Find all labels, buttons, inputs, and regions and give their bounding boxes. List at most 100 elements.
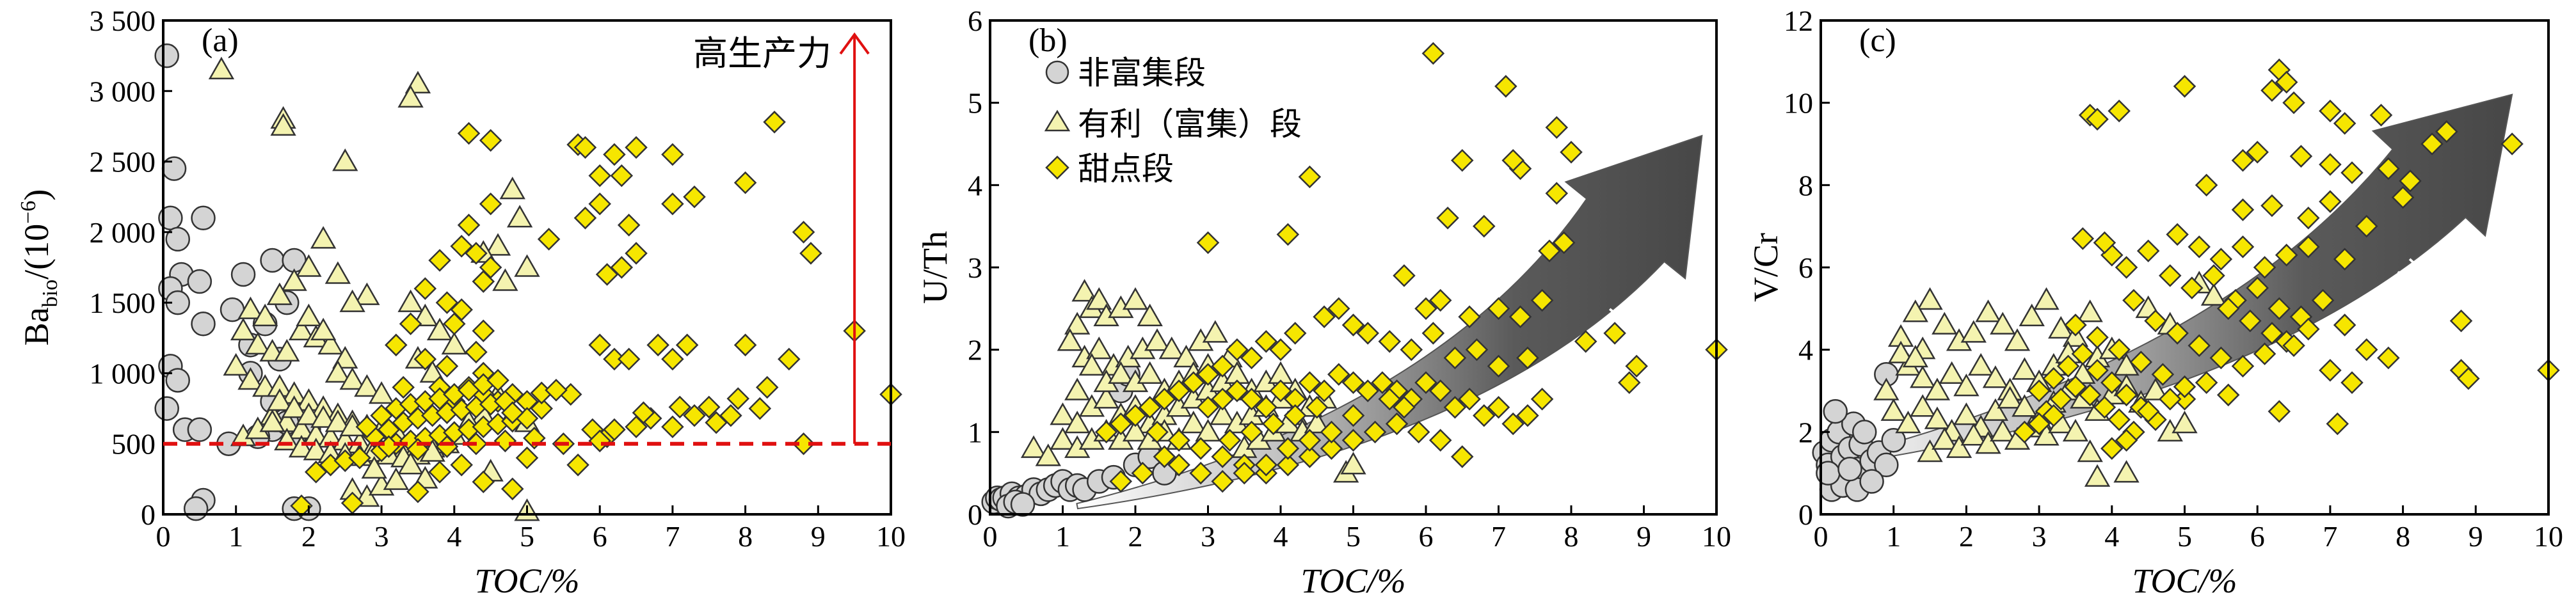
data-point-diamond [413, 347, 437, 371]
data-point-diamond [2209, 248, 2233, 271]
data-point-diamond [472, 319, 495, 343]
data-point-diamond [2260, 194, 2284, 217]
data-point-diamond [1276, 437, 1300, 460]
data-point-triangle [2012, 394, 2038, 417]
x-tick-label: 2 [301, 520, 316, 553]
data-point-diamond [1211, 445, 1234, 468]
data-point-diamond [1233, 461, 1256, 485]
data-point-triangle [2012, 357, 2038, 380]
data-point-diamond [1298, 429, 1322, 452]
data-point-triangle [1902, 345, 1928, 368]
data-point-diamond [2166, 322, 2189, 345]
data-point-triangle [324, 409, 351, 432]
data-point-triangle [230, 317, 257, 341]
x-tick-label: 2 [1959, 520, 1974, 553]
legend-label-favorable: 有利（富集）段 [1078, 106, 1302, 143]
legend-marker-triangle [1044, 109, 1071, 132]
x-tick-label: 7 [2323, 520, 2337, 553]
y-label-main: Ba [17, 307, 56, 345]
data-point-triangle [397, 452, 424, 475]
data-point-diamond [1516, 346, 1539, 370]
data-point-diamond [2399, 170, 2422, 193]
data-point-diamond [763, 111, 786, 134]
data-point-circle [260, 248, 285, 273]
data-point-diamond [2319, 153, 2342, 176]
data-point-diamond [530, 397, 554, 420]
data-point-triangle [266, 282, 293, 305]
data-point-diamond [588, 429, 611, 453]
data-point-diamond [443, 312, 466, 335]
data-point-triangle [252, 303, 278, 326]
y-axis-label: Babio/(10−6) [17, 189, 62, 346]
data-point-diamond [2086, 326, 2109, 349]
data-point-diamond [1487, 395, 1510, 419]
y-tick-label: 500 [111, 428, 156, 461]
data-point-diamond [1560, 141, 1583, 164]
data-point-diamond [2253, 342, 2276, 365]
data-point-diamond [792, 432, 815, 455]
data-point-triangle [1340, 452, 1366, 475]
data-point-diamond [625, 136, 648, 159]
data-point-diamond [1240, 420, 1263, 444]
data-point-diamond [646, 333, 669, 357]
data-point-diamond [435, 354, 459, 378]
data-point-triangle [2033, 423, 2060, 446]
legend-label-sweetspot: 甜点段 [1078, 150, 1174, 187]
x-tick-label: 7 [1491, 520, 1506, 553]
data-point-diamond [1487, 297, 1510, 320]
data-point-triangle [1020, 435, 1047, 458]
data-point-diamond [617, 214, 641, 237]
data-point-diamond [726, 387, 749, 410]
data-point-circle [1823, 399, 1848, 424]
data-point-diamond [2173, 375, 2196, 399]
data-point-diamond [472, 470, 495, 494]
data-point-triangle [1932, 312, 1958, 335]
data-point-diamond [1313, 379, 1336, 402]
data-point-diamond [1167, 379, 1190, 402]
data-point-triangle [1210, 402, 1236, 425]
data-point-diamond [2268, 297, 2291, 320]
x-tick-label: 3 [374, 520, 389, 553]
data-point-diamond [1443, 346, 1467, 370]
data-point-triangle [354, 374, 380, 397]
data-point-diamond [515, 447, 539, 470]
data-point-diamond [2151, 363, 2175, 386]
data-point-triangle [237, 296, 264, 319]
data-point-diamond [1298, 165, 1322, 189]
y-tick-label: 5 [968, 87, 982, 120]
data-point-diamond [1269, 338, 1292, 361]
y-axis-label: V/Cr [1747, 233, 1785, 302]
data-point-diamond [2195, 371, 2218, 394]
data-point-diamond [661, 143, 684, 166]
data-point-diamond [428, 461, 451, 484]
data-point-diamond [2435, 120, 2458, 143]
data-point-diamond [385, 333, 408, 357]
data-point-triangle [1035, 443, 1061, 466]
data-point-diamond [1109, 412, 1133, 436]
data-point-diamond [1254, 395, 1278, 419]
data-point-diamond [778, 347, 801, 371]
data-point-triangle [223, 352, 249, 376]
data-point-diamond [2391, 186, 2415, 209]
data-point-diamond [2253, 256, 2276, 279]
data-point-diamond [2355, 214, 2378, 238]
data-point-diamond [1109, 470, 1133, 493]
data-point-diamond [1487, 354, 1510, 378]
x-tick-label: 0 [1814, 520, 1828, 553]
data-point-diamond [2064, 313, 2087, 336]
data-point-diamond [2275, 243, 2298, 267]
data-point-diamond [1189, 437, 1212, 460]
data-point-diamond [2071, 342, 2095, 365]
data-point-triangle [1953, 374, 1980, 397]
y-tick-label: 0 [968, 498, 982, 531]
data-point-diamond [2268, 400, 2291, 423]
data-point-diamond [2056, 354, 2080, 378]
data-point-triangle [441, 331, 467, 355]
data-point-diamond [2049, 388, 2072, 411]
data-point-diamond [733, 171, 757, 194]
data-point-triangle [1946, 435, 1972, 458]
data-point-diamond [2239, 309, 2262, 333]
data-point-diamond [1341, 429, 1365, 452]
data-point-diamond [2231, 235, 2255, 258]
